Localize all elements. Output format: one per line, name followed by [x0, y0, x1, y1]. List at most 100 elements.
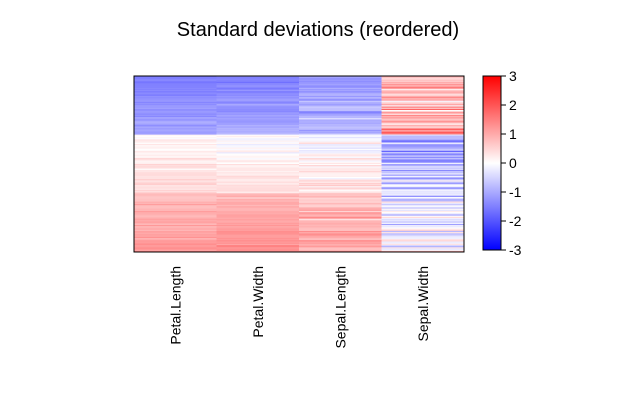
heatmap-cell: [134, 149, 217, 152]
heatmap-cell: [299, 141, 382, 144]
heatmap-cell: [216, 120, 300, 123]
heatmap-cell: [216, 194, 300, 196]
column-label: Sepal.Width: [415, 266, 431, 341]
heatmap-cell: [216, 248, 300, 250]
heatmap-cell: [134, 145, 217, 147]
heatmap-cell: [381, 104, 465, 106]
heatmap-cell: [381, 151, 465, 153]
heatmap-cell: [299, 115, 382, 118]
heatmap-cell: [216, 90, 300, 92]
heatmap-cell: [381, 152, 465, 154]
heatmap-cell: [381, 210, 465, 213]
heatmap-cell: [381, 80, 465, 83]
heatmap-cell: [134, 155, 217, 158]
heatmap-cell: [134, 153, 217, 155]
heatmap-cell: [299, 83, 382, 85]
heatmap-cell: [216, 83, 300, 85]
heatmap-cell: [299, 241, 382, 243]
heatmap-cell: [381, 153, 465, 155]
heatmap-cell: [216, 182, 300, 185]
heatmap-cell: [381, 180, 465, 182]
heatmap-cell: [134, 235, 217, 238]
heatmap-cell: [381, 242, 465, 245]
heatmap-cell: [299, 221, 382, 223]
heatmap-cell: [134, 113, 217, 116]
heatmap-cell: [381, 91, 465, 93]
heatmap-cell: [381, 77, 465, 79]
heatmap-cell: [134, 128, 217, 131]
heatmap-cell: [134, 99, 217, 101]
heatmap-cell: [134, 108, 217, 111]
heatmap-cell: [216, 140, 300, 143]
heatmap-cell: [299, 80, 382, 83]
heatmap-cell: [216, 183, 300, 186]
heatmap-cell: [134, 237, 217, 240]
heatmap-cell: [134, 240, 217, 242]
heatmap-cell: [216, 138, 300, 140]
heatmap-cell: [134, 112, 217, 114]
heatmap-cell: [299, 108, 382, 111]
heatmap-cell: [134, 202, 217, 205]
heatmap-cell: [216, 121, 300, 124]
heatmap-cell: [299, 133, 382, 135]
heatmap-cell: [299, 249, 382, 252]
heatmap-cell: [299, 242, 382, 245]
heatmap-cell: [299, 172, 382, 174]
heatmap-cell: [216, 192, 300, 194]
heatmap-cell: [216, 100, 300, 103]
heatmap-cell: [216, 190, 300, 193]
heatmap-cell: [134, 203, 217, 206]
heatmap-cell: [134, 119, 217, 121]
heatmap-cell: [134, 178, 217, 180]
heatmap-cell: [134, 85, 217, 87]
heatmap-cell: [381, 78, 465, 80]
heatmap-cell: [299, 244, 382, 247]
heatmap-cell: [134, 84, 217, 86]
heatmap-cell: [299, 235, 382, 238]
heatmap-cell: [134, 146, 217, 148]
heatmap-cell: [134, 188, 217, 191]
heatmap-cell: [299, 196, 382, 199]
heatmap-cell: [381, 98, 465, 100]
heatmap-cell: [381, 182, 465, 185]
heatmap-cell: [381, 199, 465, 201]
heatmap-cell: [216, 159, 300, 161]
heatmap-cell: [381, 142, 465, 145]
heatmap-cell: [216, 85, 300, 87]
heatmap-cell: [134, 88, 217, 91]
heatmap-cell: [381, 154, 465, 157]
heatmap-cell: [381, 239, 465, 241]
heatmap-cell: [381, 101, 465, 104]
heatmap-cell: [134, 125, 217, 127]
heatmap-cell: [216, 198, 300, 200]
heatmap-cell: [381, 228, 465, 231]
heatmap-cell: [299, 98, 382, 100]
heatmap-cell: [216, 92, 300, 94]
heatmap-cell: [134, 207, 217, 209]
heatmap-cell: [299, 165, 382, 167]
heatmap-cell: [216, 240, 300, 242]
heatmap-cell: [216, 88, 300, 91]
heatmap-cell: [299, 144, 382, 146]
heatmap-cell: [381, 244, 465, 247]
heatmap-cell: [299, 179, 382, 181]
heatmap-cell: [216, 139, 300, 141]
heatmap-cell: [299, 84, 382, 86]
heatmap-cell: [299, 114, 382, 117]
heatmap-cell: [134, 216, 217, 219]
heatmap-cell: [134, 83, 217, 85]
heatmap-cell: [216, 128, 300, 131]
heatmap-cell: [134, 232, 217, 234]
heatmap-cell: [134, 104, 217, 106]
heatmap-cell: [299, 86, 382, 89]
heatmap-cell: [134, 137, 217, 139]
heatmap-cell: [134, 147, 217, 150]
heatmap-cell: [299, 153, 382, 155]
heatmap-cell: [216, 217, 300, 220]
heatmap-cell: [216, 95, 300, 98]
heatmap-cell: [381, 234, 465, 236]
heatmap-cell: [381, 247, 465, 249]
heatmap-cell: [381, 108, 465, 111]
heatmap-cell: [134, 129, 217, 132]
heatmap-cell: [381, 221, 465, 223]
